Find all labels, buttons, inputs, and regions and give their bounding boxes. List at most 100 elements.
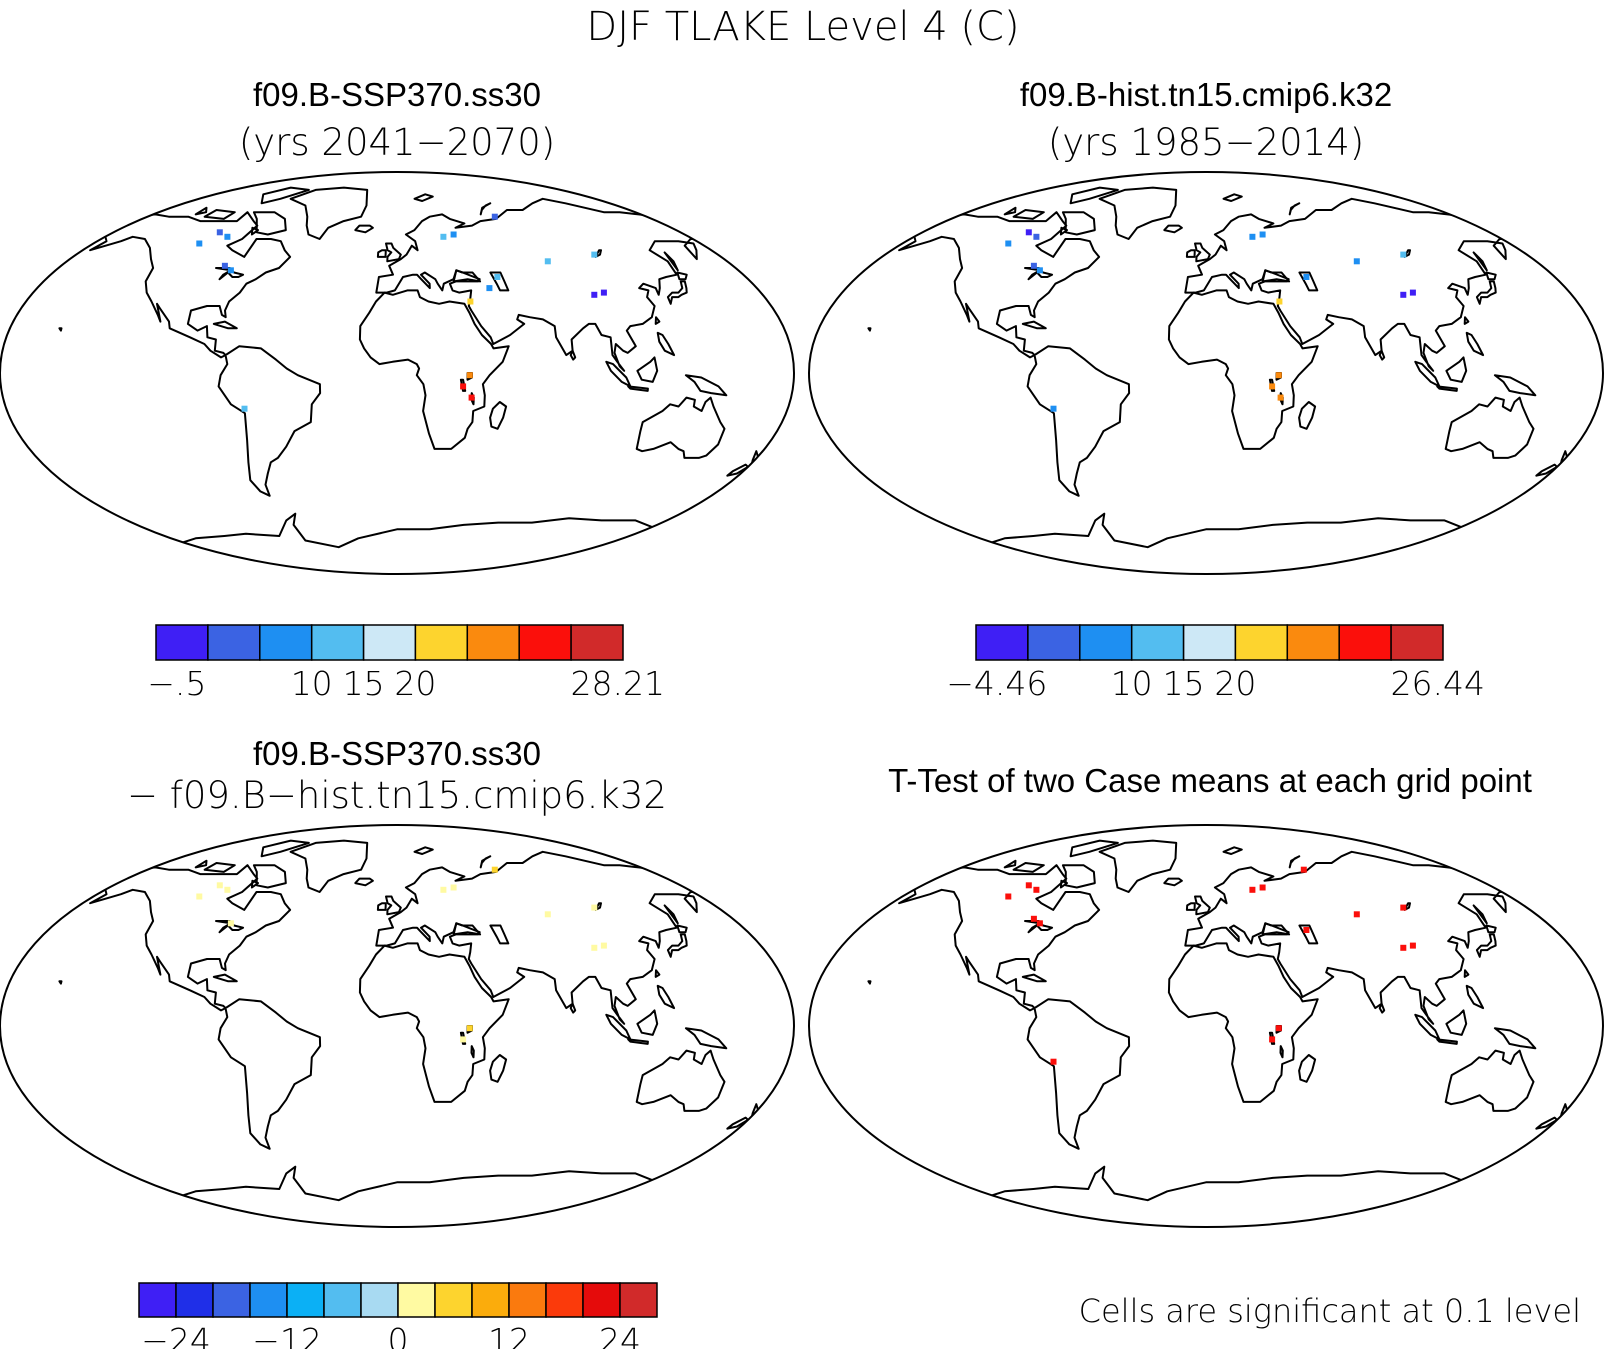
colorbar-swatch bbox=[1338, 624, 1392, 661]
coastline-hokkaido bbox=[676, 271, 688, 281]
coastline-japan bbox=[666, 933, 688, 958]
lake-cell-marker bbox=[467, 298, 474, 305]
map-boundary bbox=[0, 824, 795, 1228]
coastline-ireland bbox=[1185, 249, 1196, 258]
colorbar-swatch bbox=[619, 1282, 658, 1318]
lake-cell-marker bbox=[196, 240, 203, 247]
lake-cell-marker bbox=[466, 372, 473, 379]
coastline-sri-lanka bbox=[569, 349, 577, 361]
lake-cell-marker bbox=[1030, 915, 1037, 922]
lake-cell-marker bbox=[491, 866, 498, 873]
coastline-banks-isl bbox=[1003, 859, 1017, 869]
coastline-new-zealand-s bbox=[1535, 1116, 1558, 1130]
coastline-ireland bbox=[376, 249, 387, 258]
coastline-caspian bbox=[1298, 271, 1319, 292]
coastline-banks-isl bbox=[1003, 206, 1017, 216]
coastline-australia bbox=[635, 396, 726, 459]
lake-cell-marker bbox=[1275, 1025, 1282, 1032]
colorbar-swatch bbox=[207, 624, 261, 661]
coastline-south-america bbox=[1026, 345, 1131, 497]
coastline-sakhalin bbox=[1472, 251, 1488, 272]
coastline-borneo bbox=[1445, 356, 1468, 383]
colorbar-swatch bbox=[155, 624, 209, 661]
lake-cell-marker bbox=[600, 942, 607, 949]
lake-cell-marker bbox=[1303, 274, 1310, 280]
colorbar-swatch bbox=[1286, 624, 1340, 661]
colorbar-swatch bbox=[582, 1282, 621, 1318]
colorbar-label: 26.44 bbox=[1391, 664, 1485, 703]
panel-4-title: T-Test of two Case means at each grid po… bbox=[888, 762, 1532, 799]
lake-cell-marker bbox=[600, 289, 607, 296]
colorbar-swatch bbox=[286, 1282, 325, 1318]
colorbar-label: −.5 bbox=[147, 664, 206, 703]
coastline-hudson-isl bbox=[250, 226, 259, 236]
lake-cell-marker bbox=[1005, 893, 1012, 900]
coastline-north-america bbox=[898, 211, 1101, 359]
coastline-lake-baikal bbox=[594, 249, 602, 258]
coastline-south-america bbox=[217, 998, 322, 1150]
coastline-philippines bbox=[1465, 331, 1485, 357]
colorbar-swatch bbox=[360, 1282, 399, 1318]
coastline-taiwan bbox=[654, 969, 661, 978]
coastline-svalbard bbox=[1222, 846, 1243, 855]
colorbar-swatch bbox=[414, 624, 469, 661]
coastline-java bbox=[1436, 385, 1458, 392]
coastline-greenland bbox=[1098, 186, 1178, 240]
lake-cell-marker bbox=[1303, 927, 1310, 933]
coastline-taiwan bbox=[1463, 316, 1470, 325]
coastline-java bbox=[627, 385, 649, 392]
coastline-sakhalin bbox=[663, 251, 679, 272]
coastline-africa bbox=[1167, 942, 1319, 1103]
panel-1-subtitle: (yrs 2041−2070) bbox=[239, 121, 555, 164]
lake-cell-marker bbox=[227, 920, 234, 927]
lake-cell-marker bbox=[1249, 233, 1256, 240]
colorbar-swatch bbox=[310, 624, 365, 661]
coastline-lake-baikal bbox=[1403, 902, 1411, 911]
coastline-taiwan bbox=[1463, 969, 1470, 978]
coastline-borneo bbox=[636, 1009, 659, 1036]
map-boundary bbox=[0, 171, 795, 575]
lake-cell-marker bbox=[1400, 944, 1407, 951]
coastline-hudson-isl bbox=[1059, 226, 1068, 236]
lake-cell-marker bbox=[216, 229, 223, 236]
coastline-africa bbox=[358, 289, 510, 450]
coastline-victoria-isl bbox=[1012, 862, 1045, 873]
coastline-britain bbox=[385, 242, 402, 263]
coastline-caspian bbox=[489, 924, 510, 945]
lake-cell-marker bbox=[450, 884, 457, 891]
coastline-novaya-zemlya bbox=[479, 855, 492, 869]
coastline-new-guinea bbox=[1493, 1027, 1537, 1050]
panel-1-colorbar: −.5 10 15 20 28.21 bbox=[147, 624, 665, 703]
colorbar-swatch bbox=[570, 624, 624, 661]
lake-cell-marker bbox=[221, 262, 228, 269]
coastline-sri-lanka bbox=[569, 1002, 577, 1014]
coastline-caspian bbox=[489, 271, 510, 292]
lake-cell-marker bbox=[591, 904, 598, 911]
lake-cell-marker bbox=[450, 231, 457, 238]
panel-3-title: f09.B-SSP370.ss30 bbox=[253, 735, 541, 772]
coastline-black-sea bbox=[1261, 922, 1291, 936]
coastline-cuba bbox=[1021, 973, 1047, 983]
lake-cell-marker bbox=[224, 233, 231, 240]
panel-2-title: f09.B-hist.tn15.cmip6.k32 bbox=[1020, 76, 1392, 113]
colorbar-label: 12 bbox=[488, 1321, 530, 1349]
lake-cell-marker bbox=[1409, 942, 1416, 949]
coastline-new-zealand-s bbox=[1535, 463, 1558, 477]
lake-cell-marker bbox=[1030, 262, 1037, 269]
colorbar-swatch bbox=[323, 1282, 362, 1318]
coastline-victoria-isl bbox=[203, 209, 236, 220]
colorbar-swatch bbox=[362, 624, 417, 661]
colorbar-swatch bbox=[1234, 624, 1289, 661]
coastline-new-guinea bbox=[684, 1027, 728, 1050]
coastline-hokkaido bbox=[1485, 924, 1497, 934]
coastline-sakhalin bbox=[1472, 904, 1488, 925]
lake-cell-marker bbox=[1353, 911, 1360, 918]
coastline-iceland bbox=[1163, 224, 1183, 234]
lake-cell-marker bbox=[1025, 229, 1032, 236]
coastline-australia bbox=[1444, 1049, 1535, 1112]
colorbar-swatch bbox=[1182, 624, 1237, 661]
coastline-iceland bbox=[354, 877, 374, 887]
lake-cell-marker bbox=[494, 274, 501, 280]
coastline-new-guinea bbox=[684, 374, 728, 397]
